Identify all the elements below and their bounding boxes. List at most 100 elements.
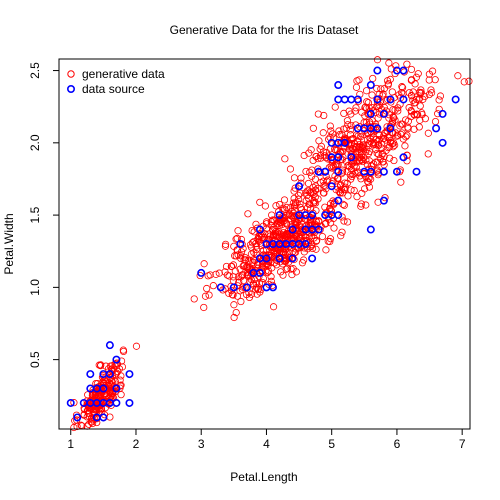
data-source-point (66, 398, 75, 407)
generative-data-point (350, 186, 358, 195)
generative-data-point (414, 111, 422, 119)
data-source-point (334, 211, 343, 220)
generative-data-point (344, 192, 352, 200)
generative-data-point (338, 166, 347, 174)
legend-marker-data-source (67, 85, 76, 94)
x-tick-label: 6 (394, 437, 401, 451)
generative-data-point (267, 221, 275, 229)
generative-data-point (314, 155, 322, 163)
generative-data-point (209, 282, 217, 290)
generative-data-point (270, 254, 278, 262)
generative-data-point (105, 394, 113, 402)
generative-data-point (95, 391, 104, 399)
generative-data-point (404, 117, 412, 125)
generative-data-point (403, 60, 411, 68)
generative-data-point (237, 297, 245, 306)
generative-data-point (290, 187, 298, 195)
generative-data-point (330, 134, 338, 142)
data-source-point (86, 370, 95, 379)
generative-data-point (273, 231, 281, 239)
generative-data-point (405, 89, 413, 97)
generative-data-point (339, 147, 347, 155)
generative-data-point (229, 291, 237, 299)
data-source-point (373, 66, 382, 75)
generative-data-point (365, 140, 373, 148)
generative-data-point (398, 83, 406, 91)
generative-data-point (288, 235, 296, 243)
generative-data-point (322, 148, 331, 157)
data-source-point (242, 283, 251, 292)
data-source-point (301, 240, 310, 249)
data-source-point (99, 384, 108, 393)
generative-data-point (116, 376, 124, 384)
generative-data-point (312, 182, 320, 190)
data-source-point (255, 225, 264, 234)
generative-data-point (304, 179, 313, 188)
generative-data-point (238, 285, 247, 294)
generative-data-point (345, 145, 353, 153)
generative-data-point (387, 121, 395, 129)
data-source-point (366, 81, 375, 90)
generative-data-point (427, 86, 435, 94)
generative-data-point (311, 175, 319, 183)
generative-data-point (327, 200, 335, 208)
generative-data-point (247, 290, 256, 298)
data-source-point (275, 254, 284, 263)
data-source-point (334, 81, 343, 90)
generative-data-point (349, 145, 357, 153)
generative-data-point (293, 219, 301, 227)
generative-data-point (232, 235, 240, 243)
generative-data-point (230, 242, 238, 250)
legend-marker-generative-data (67, 70, 75, 78)
generative-data-point (115, 365, 124, 373)
generative-data-point (424, 150, 432, 158)
generative-data-point (296, 189, 305, 197)
generative-data-point (397, 89, 406, 97)
generative-data-point (375, 110, 384, 118)
generative-data-point (212, 270, 220, 278)
y-tick-label: 1.5 (28, 206, 42, 223)
generative-data-point (261, 230, 269, 238)
generative-data-point (316, 145, 324, 153)
data-source-point (353, 95, 362, 104)
generative-data-point (265, 230, 273, 238)
generative-data-point (355, 140, 364, 149)
generative-data-point (339, 200, 347, 208)
generative-data-point (102, 362, 110, 370)
data-source-point (399, 66, 408, 75)
y-axis: 0.5 1.0 1.5 2.0 2.5 (28, 62, 60, 368)
generative-data-point (269, 216, 277, 224)
generative-data-point (398, 129, 406, 137)
generative-data-point (418, 109, 426, 117)
generative-data-point (70, 399, 78, 407)
generative-data-point (222, 262, 231, 271)
generative-data-point (230, 313, 238, 322)
generative-data-point (70, 423, 78, 432)
generative-data-point (272, 202, 280, 210)
generative-data-point (331, 103, 339, 111)
generative-data-point (343, 117, 352, 125)
generative-data-point (404, 124, 412, 133)
data-source-point (275, 211, 284, 220)
generative-data-point (410, 125, 418, 133)
generative-data-point (410, 99, 418, 107)
generative-data-point (382, 96, 390, 105)
y-tick-label: 2.5 (28, 62, 42, 79)
generative-data-point (233, 246, 241, 254)
generative-data-point (282, 245, 290, 254)
generative-data-point (385, 154, 394, 162)
x-tick-label: 3 (198, 437, 205, 451)
generative-data-point (259, 274, 267, 283)
generative-data-point (338, 213, 346, 221)
generative-data-point (330, 224, 338, 232)
generative-data-point (377, 140, 386, 148)
generative-data-point (363, 135, 372, 144)
data-source-point (99, 413, 108, 422)
generative-data-point (410, 111, 418, 119)
generative-data-point (347, 158, 356, 166)
generative-data-point (252, 245, 261, 254)
generative-data-point (405, 104, 413, 112)
data-source-point (112, 384, 121, 393)
x-tick-label: 2 (133, 437, 140, 451)
